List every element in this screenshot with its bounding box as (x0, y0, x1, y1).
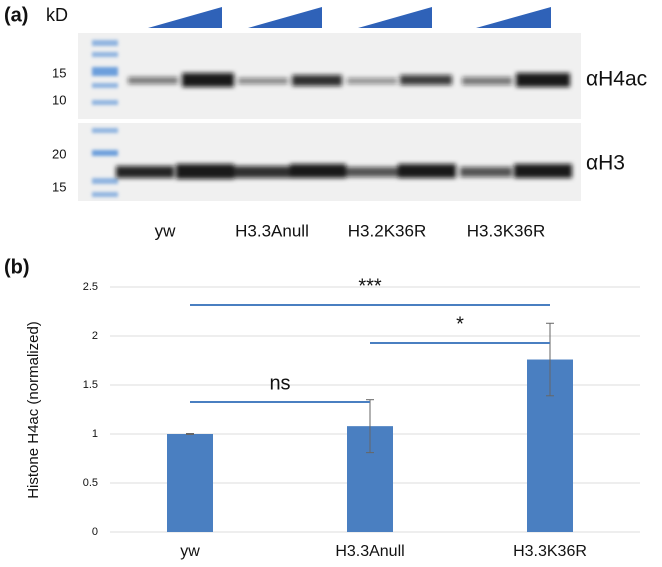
concentration-triangles (148, 7, 551, 28)
y-tick-label: 2 (92, 330, 98, 342)
y-axis-label: Histone H4ac (normalized) (25, 321, 42, 499)
marker-label: 20 (52, 146, 66, 161)
lane-label: yw (155, 221, 177, 240)
x-tick-label: yw (180, 543, 200, 560)
error-bar (366, 399, 374, 454)
antibody-label: αH3 (586, 152, 625, 175)
significance-label: * (456, 313, 464, 335)
blot-h4ac (78, 33, 581, 119)
lane-label: H3.3K36R (467, 221, 545, 240)
marker-label: 15 (52, 65, 66, 80)
antibody-label: αH4ac (586, 68, 647, 91)
lane-label: H3.2K36R (348, 221, 426, 240)
unit-label: kD (46, 5, 68, 25)
panel-label: (b) (4, 256, 30, 278)
y-tick-label: 1.5 (83, 379, 98, 391)
x-tick-label: H3.3K36R (513, 543, 587, 560)
y-tick-label: 0.5 (83, 477, 98, 489)
x-tick-label: H3.3Anull (335, 543, 404, 560)
significance-label: ns (269, 372, 290, 394)
error-bar (186, 433, 194, 435)
error-bar (546, 322, 554, 397)
y-tick-label: 0 (92, 526, 98, 538)
lane-label: H3.3Anull (235, 221, 309, 240)
y-tick-label: 2.5 (83, 281, 98, 293)
marker-label: 10 (52, 92, 66, 107)
panel-label: (a) (4, 4, 28, 26)
blot-h3 (78, 123, 581, 201)
marker-label: 15 (52, 179, 66, 194)
bar (167, 434, 213, 532)
y-tick-label: 1 (92, 428, 98, 440)
significance-label: *** (358, 275, 382, 297)
